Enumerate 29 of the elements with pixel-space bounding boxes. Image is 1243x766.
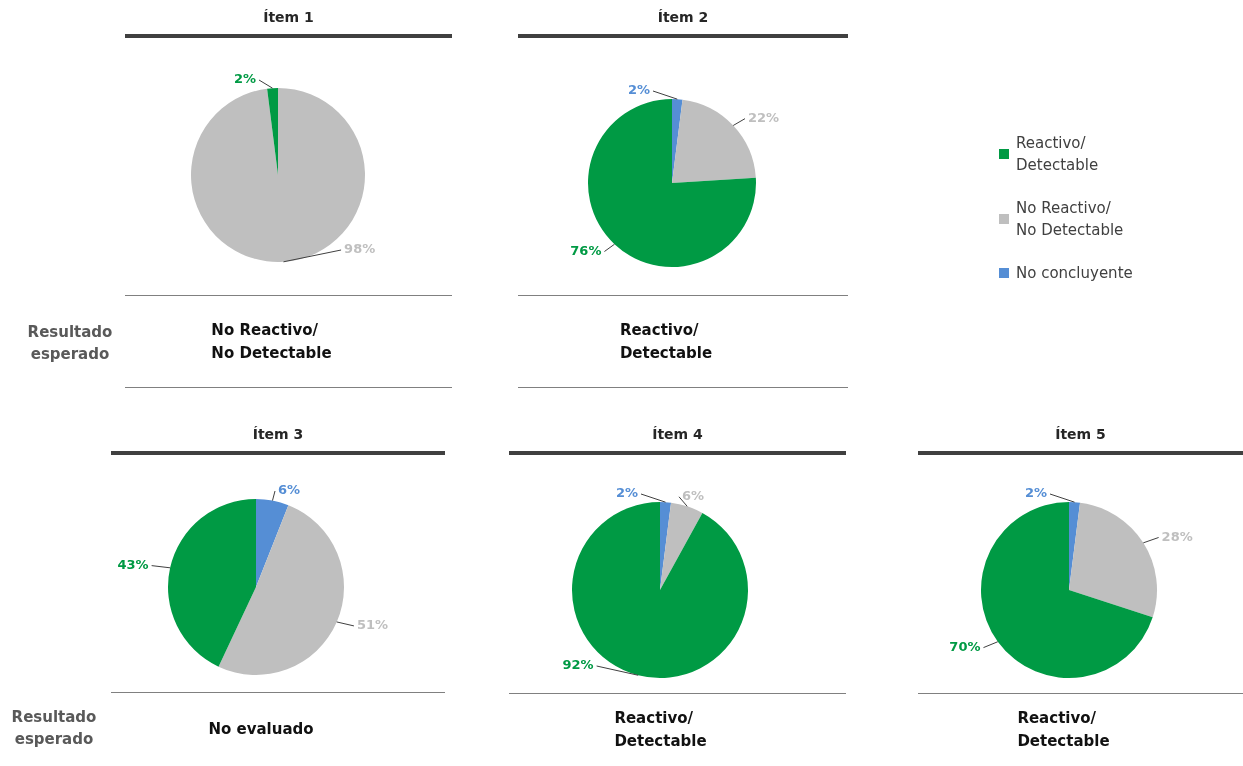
data-label: 22%: [747, 110, 780, 126]
chart-title: Ítem 2: [518, 0, 848, 38]
chart-title: Ítem 4: [509, 417, 846, 455]
chart-title: Ítem 5: [918, 417, 1243, 455]
text: Reactivo/ Detectable: [614, 708, 707, 752]
legend-label: Reactivo/ Detectable: [1016, 133, 1099, 176]
data-label: 92%: [562, 657, 594, 673]
text: Resultado esperado: [26, 322, 114, 365]
data-label: 43%: [117, 557, 149, 572]
text: No evaluado: [208, 719, 314, 740]
data-label: 2%: [615, 485, 638, 501]
text: Reactivo/ Detectable: [1017, 708, 1110, 752]
data-label: 76%: [570, 242, 602, 258]
data-label: 70%: [949, 638, 981, 654]
data-label: 51%: [356, 617, 389, 633]
chart-title: Ítem 3: [111, 417, 445, 455]
data-label: 98%: [344, 241, 376, 257]
data-label: 6%: [278, 482, 301, 498]
legend-label: No concluyente: [1016, 263, 1133, 284]
text: No Reactivo/ No Detectable: [211, 319, 332, 364]
data-label: 2%: [1024, 485, 1047, 501]
data-label: 28%: [1161, 528, 1193, 544]
data-label: 2%: [233, 71, 256, 87]
legend-label: No Reactivo/ No Detectable: [1016, 198, 1124, 241]
data-label: 6%: [682, 488, 705, 504]
data-label: 2%: [627, 82, 650, 98]
chart-title: Ítem 1: [125, 0, 452, 38]
text: Resultado esperado: [10, 707, 98, 750]
text: Reactivo/ Detectable: [619, 319, 713, 364]
